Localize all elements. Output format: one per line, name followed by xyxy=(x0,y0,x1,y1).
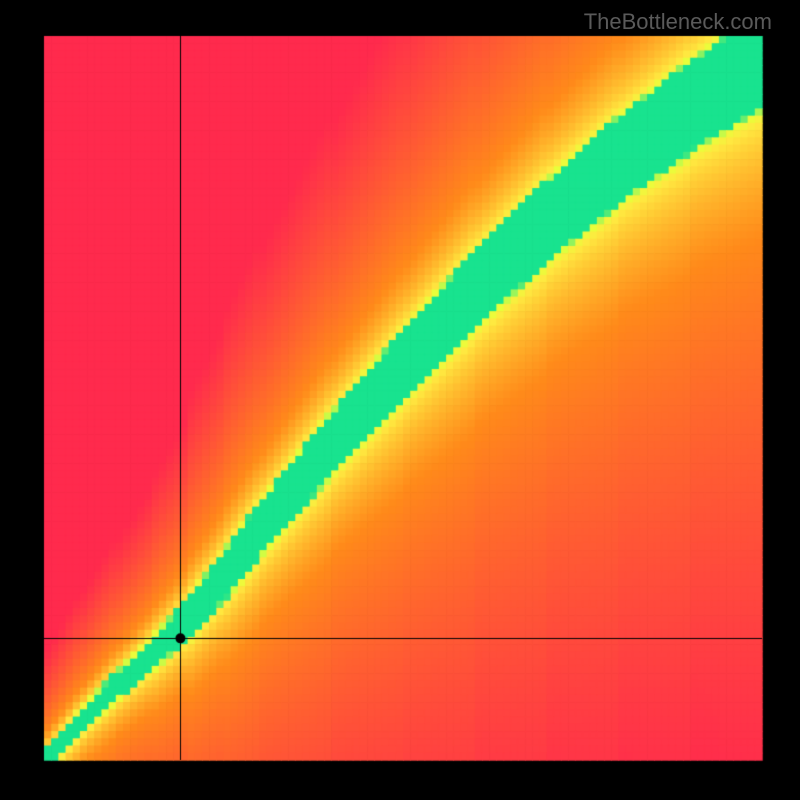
bottleneck-heatmap xyxy=(0,0,800,800)
watermark-text: TheBottleneck.com xyxy=(584,9,772,35)
chart-container: TheBottleneck.com xyxy=(0,0,800,800)
